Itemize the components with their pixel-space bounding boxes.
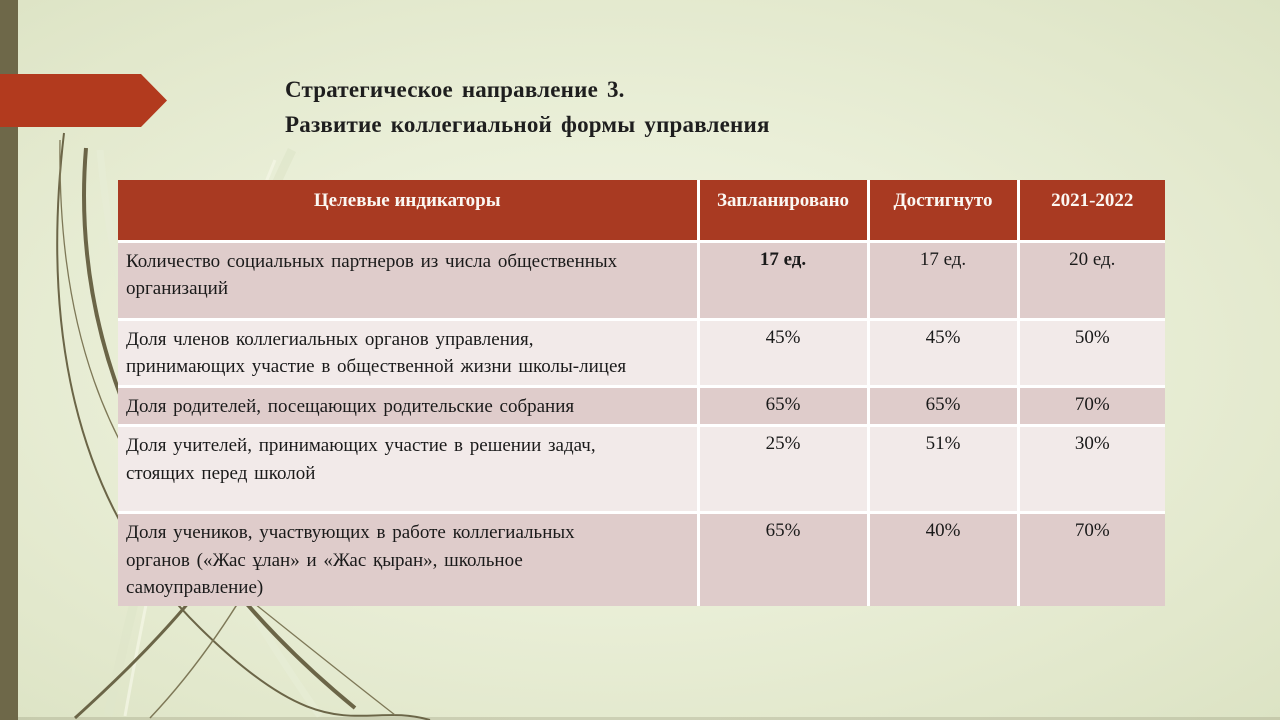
indicators-table: Целевые индикаторы Запланировано Достигн… bbox=[118, 180, 1165, 606]
achieved-cell: 65% bbox=[868, 386, 1020, 428]
col-header-planned: Запланировано bbox=[698, 180, 870, 243]
achieved-cell: 17 ед. bbox=[868, 241, 1020, 321]
indicator-cell: Доля родителей, посещающих родительские … bbox=[118, 386, 700, 428]
achieved-cell: 45% bbox=[868, 319, 1020, 388]
planned-cell: 65% bbox=[698, 386, 870, 428]
indicator-cell: Количество социальных партнеров из числа… bbox=[118, 241, 700, 321]
left-accent-bar bbox=[0, 0, 18, 720]
result-cell: 50% bbox=[1018, 319, 1165, 388]
table-row: Доля учеников, участвующих в работе колл… bbox=[118, 512, 1165, 606]
table-row: Доля учителей, принимающих участие в реш… bbox=[118, 425, 1165, 515]
result-cell: 20 ед. bbox=[1018, 241, 1165, 321]
table-row: Количество социальных партнеров из числа… bbox=[118, 241, 1165, 321]
planned-cell: 65% bbox=[698, 512, 870, 606]
indicator-cell: Доля учеников, участвующих в работе колл… bbox=[118, 512, 700, 606]
table-row: Доля родителей, посещающих родительские … bbox=[118, 386, 1165, 428]
planned-cell: 25% bbox=[698, 425, 870, 515]
col-header-indicators: Целевые индикаторы bbox=[118, 180, 700, 243]
red-arrow-shape bbox=[0, 74, 167, 127]
col-header-2021-2022: 2021-2022 bbox=[1018, 180, 1165, 243]
planned-cell: 45% bbox=[698, 319, 870, 388]
slide-title-line2: Развитие коллегиальной формы управления bbox=[285, 112, 770, 137]
result-cell: 30% bbox=[1018, 425, 1165, 515]
planned-cell: 17 ед. bbox=[698, 241, 870, 321]
result-cell: 70% bbox=[1018, 512, 1165, 606]
table-header-row: Целевые индикаторы Запланировано Достигн… bbox=[118, 180, 1165, 243]
slide-title-line1: Стратегическое направление 3. bbox=[285, 77, 625, 102]
col-header-achieved: Достигнуто bbox=[868, 180, 1020, 243]
result-cell: 70% bbox=[1018, 386, 1165, 428]
achieved-cell: 40% bbox=[868, 512, 1020, 606]
achieved-cell: 51% bbox=[868, 425, 1020, 515]
slide-title: Стратегическое направление 3. Развитие к… bbox=[285, 72, 770, 142]
indicator-cell: Доля учителей, принимающих участие в реш… bbox=[118, 425, 700, 515]
table-row: Доля членов коллегиальных органов управл… bbox=[118, 319, 1165, 388]
bottom-edge-shadow bbox=[0, 717, 1280, 720]
indicator-cell: Доля членов коллегиальных органов управл… bbox=[118, 319, 700, 388]
